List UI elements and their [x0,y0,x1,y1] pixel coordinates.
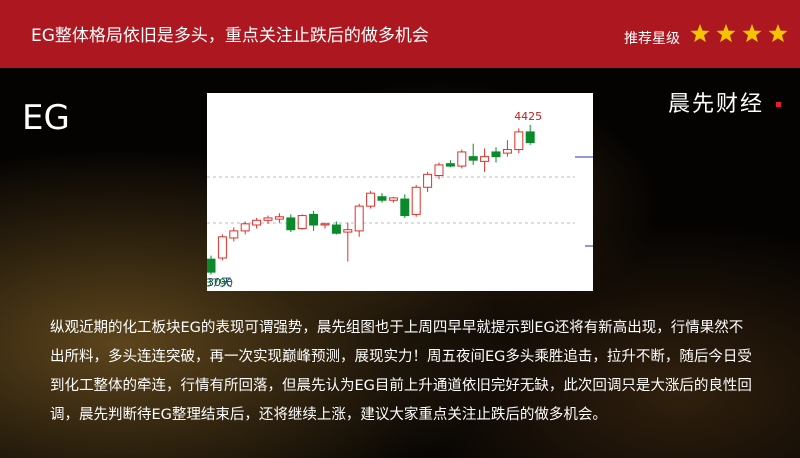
candle-body [434,164,444,177]
star [716,24,736,43]
candle-body [411,186,421,215]
candle-body [331,224,341,234]
candle-body [274,216,284,220]
candle-body [457,151,467,167]
candle-body [514,131,524,151]
period-label: 30天 [207,276,232,289]
rating-stars [690,24,788,43]
candle-body [354,205,364,232]
candle-body [525,131,535,143]
logo: 晨先财经 [668,92,765,117]
header: EG整体格局依旧是多头，重点关注止跌后的做多机会 推荐星级 [0,0,800,68]
star [768,24,788,43]
candle-body [240,223,250,232]
chart: 30天 4425 3790 [207,93,593,291]
candle-body [297,215,307,230]
rating-label: 推荐星级 [624,31,680,47]
chart-bg [207,93,593,291]
candle-body [207,258,216,273]
candle-body [468,156,478,161]
symbol: EG [22,98,70,138]
low-label: 3790 [207,277,233,290]
candle-body [286,217,296,231]
logo-dot [776,102,781,107]
star [742,24,762,43]
candle-body [491,151,501,158]
candle-body [217,236,227,259]
candle-body [445,163,455,167]
candle-body [377,196,387,201]
candle-body [263,217,273,221]
candle-body [388,197,398,201]
candle-body [480,156,490,162]
candle-body [400,198,410,217]
high-label: 4425 [514,110,542,123]
candle-body [343,229,353,233]
candle-body [229,230,239,239]
candle-body [320,223,330,226]
header-title: EG整体格局依旧是多头，重点关注止跌后的做多机会 [31,26,429,46]
candle-body [366,192,376,207]
candle-body [252,219,262,226]
candle-body [502,149,512,154]
candle-body [309,213,319,226]
body-text: 纵观近期的化工板块EG的表现可谓强势，晨先组图也于上周四早早就提示到EG还将有新… [50,320,752,423]
star [690,24,710,43]
candle-body [423,173,433,188]
